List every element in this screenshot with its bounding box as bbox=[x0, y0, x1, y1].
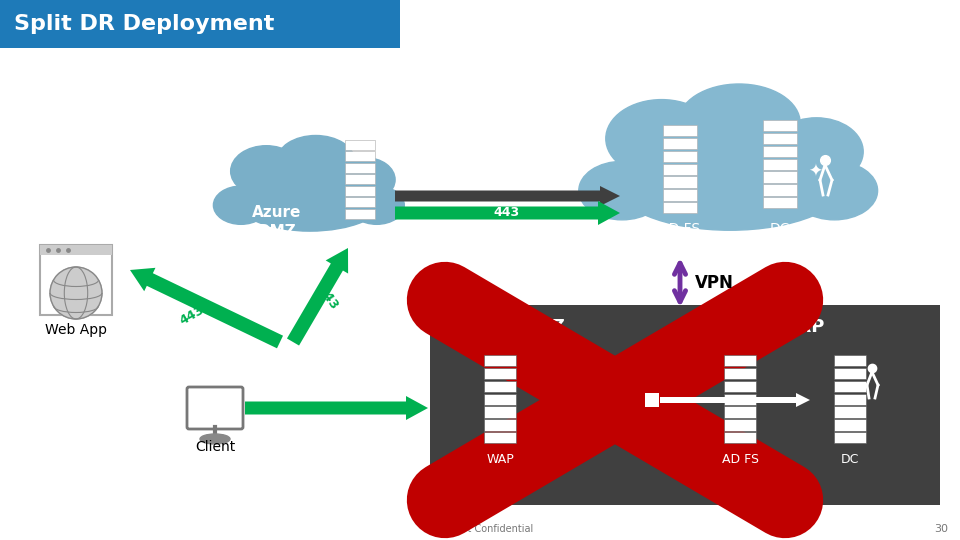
Text: CORP: CORP bbox=[769, 318, 825, 336]
Bar bbox=[345, 140, 375, 150]
Text: 443: 443 bbox=[315, 284, 341, 313]
Bar bbox=[834, 355, 866, 366]
Bar bbox=[763, 146, 797, 157]
Bar bbox=[834, 432, 866, 443]
Bar bbox=[345, 163, 375, 173]
FancyBboxPatch shape bbox=[0, 0, 400, 48]
Bar bbox=[724, 355, 756, 366]
Text: 443: 443 bbox=[494, 206, 520, 219]
FancyArrow shape bbox=[287, 248, 348, 346]
Bar bbox=[763, 171, 797, 183]
FancyArrow shape bbox=[395, 186, 620, 206]
Bar bbox=[345, 208, 375, 219]
Text: WAP: WAP bbox=[347, 232, 373, 245]
Text: 30: 30 bbox=[934, 524, 948, 534]
Ellipse shape bbox=[770, 118, 863, 185]
Text: DC: DC bbox=[841, 453, 859, 466]
Text: 443: 443 bbox=[321, 386, 349, 400]
Bar bbox=[724, 407, 756, 418]
Bar bbox=[763, 197, 797, 208]
Ellipse shape bbox=[349, 186, 404, 224]
Text: DC: DC bbox=[770, 222, 790, 236]
Text: Web App: Web App bbox=[45, 323, 107, 337]
Text: Split DR Deployment: Split DR Deployment bbox=[14, 14, 275, 34]
Bar bbox=[484, 407, 516, 418]
Text: Microsoft Confidential: Microsoft Confidential bbox=[427, 524, 533, 534]
FancyArrow shape bbox=[395, 201, 620, 225]
Text: Client: Client bbox=[195, 440, 235, 454]
Ellipse shape bbox=[791, 161, 877, 220]
Bar bbox=[484, 368, 516, 379]
Bar bbox=[345, 174, 375, 184]
Text: 443: 443 bbox=[178, 303, 206, 327]
Bar bbox=[724, 432, 756, 443]
Bar bbox=[663, 202, 697, 213]
Bar bbox=[430, 305, 655, 505]
Bar bbox=[663, 190, 697, 200]
Bar bbox=[345, 151, 375, 161]
Bar bbox=[663, 164, 697, 175]
Text: Azure
DMZ: Azure DMZ bbox=[252, 205, 301, 239]
Ellipse shape bbox=[335, 158, 396, 202]
FancyArrow shape bbox=[130, 268, 283, 348]
Bar bbox=[834, 394, 866, 405]
Bar bbox=[663, 138, 697, 149]
Bar bbox=[724, 368, 756, 379]
Circle shape bbox=[50, 267, 102, 319]
Bar bbox=[663, 177, 697, 188]
Bar bbox=[645, 393, 659, 407]
Text: AD FS: AD FS bbox=[722, 453, 758, 466]
Bar bbox=[763, 184, 797, 195]
Bar bbox=[834, 419, 866, 430]
Bar bbox=[763, 159, 797, 170]
Bar bbox=[345, 186, 375, 196]
Bar bbox=[484, 432, 516, 443]
Bar bbox=[724, 381, 756, 392]
Text: Azure Net 1: Azure Net 1 bbox=[760, 58, 879, 76]
Bar bbox=[663, 151, 697, 162]
Ellipse shape bbox=[678, 84, 801, 162]
Bar bbox=[655, 305, 940, 505]
Ellipse shape bbox=[230, 146, 302, 197]
Text: VPN: VPN bbox=[695, 274, 733, 292]
Ellipse shape bbox=[613, 133, 847, 230]
Ellipse shape bbox=[276, 136, 355, 186]
Bar bbox=[724, 419, 756, 430]
Bar bbox=[763, 120, 797, 131]
FancyArrow shape bbox=[245, 396, 428, 420]
Ellipse shape bbox=[579, 161, 665, 220]
Ellipse shape bbox=[235, 167, 385, 231]
Ellipse shape bbox=[606, 99, 717, 178]
Ellipse shape bbox=[200, 434, 230, 444]
FancyBboxPatch shape bbox=[187, 387, 243, 429]
Bar bbox=[834, 381, 866, 392]
Bar bbox=[484, 419, 516, 430]
Text: DMZ: DMZ bbox=[519, 318, 564, 336]
Bar bbox=[484, 355, 516, 366]
Ellipse shape bbox=[213, 186, 269, 224]
Bar bbox=[834, 407, 866, 418]
Text: ✦: ✦ bbox=[808, 163, 822, 181]
Bar bbox=[834, 368, 866, 379]
Bar bbox=[724, 394, 756, 405]
Bar bbox=[484, 381, 516, 392]
FancyArrow shape bbox=[660, 393, 810, 407]
Bar bbox=[484, 394, 516, 405]
Text: WAP: WAP bbox=[486, 453, 514, 466]
Bar bbox=[345, 197, 375, 207]
Text: AD FS: AD FS bbox=[660, 222, 701, 236]
Bar bbox=[40, 245, 112, 255]
Bar bbox=[663, 125, 697, 136]
Bar bbox=[763, 133, 797, 144]
Text: Filtered: Filtered bbox=[483, 178, 531, 188]
